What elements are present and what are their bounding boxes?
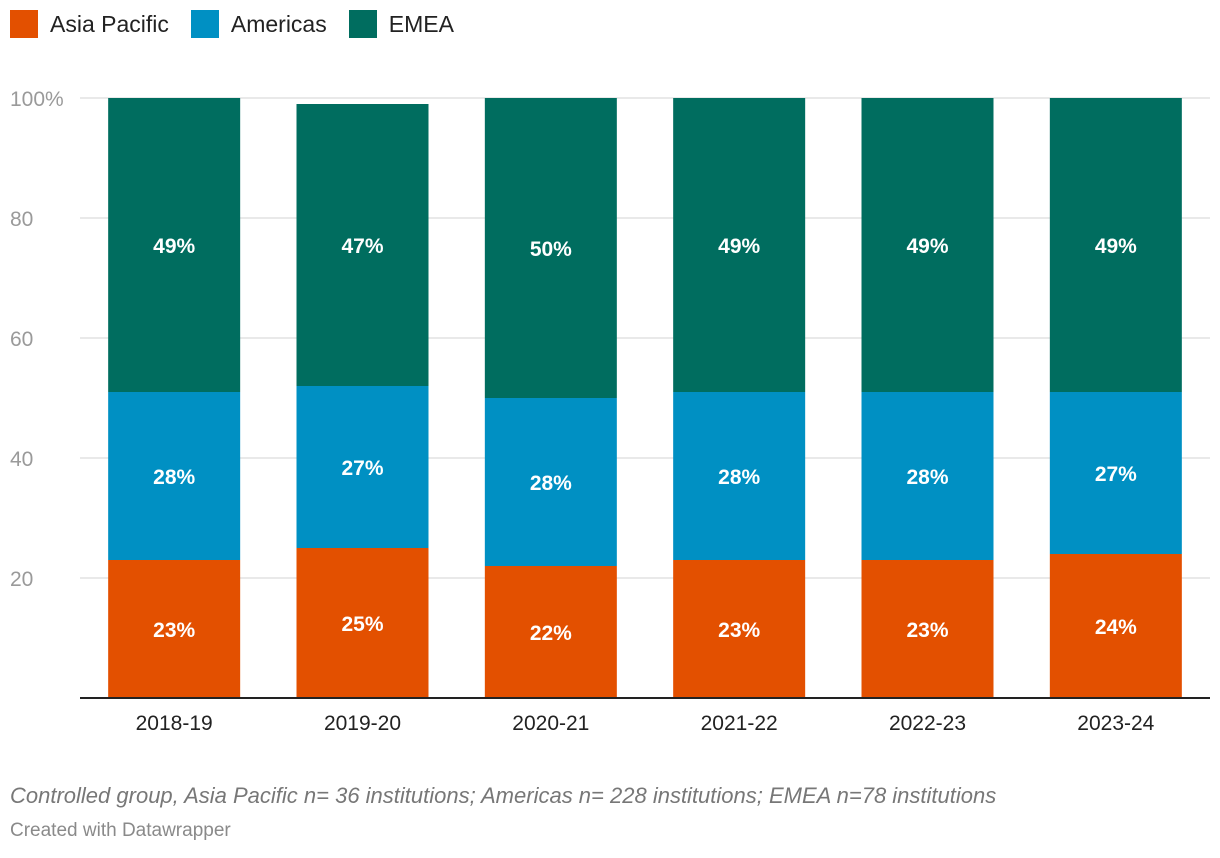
chart-footnote: Controlled group, Asia Pacific n= 36 ins…	[10, 783, 997, 808]
chart-credit: Created with Datawrapper	[10, 820, 231, 841]
x-tick-label: 2020-21	[512, 712, 589, 735]
bar-segment-americas	[108, 392, 241, 560]
data-label: 49%	[1095, 235, 1137, 258]
bar-segment-americas	[484, 398, 617, 566]
data-label: 27%	[341, 457, 383, 480]
legend-label-emea: EMEA	[388, 10, 454, 37]
bar-segment-americas	[673, 392, 806, 560]
y-tick-label: 40	[10, 448, 33, 471]
x-tick-label: 2021-22	[701, 712, 778, 735]
bar-segment-asia-pacific	[673, 560, 806, 698]
data-label: 22%	[530, 622, 572, 645]
bar-segment-asia-pacific	[484, 566, 617, 698]
data-label: 28%	[906, 466, 948, 489]
data-label: 28%	[153, 466, 195, 489]
bar-segment-americas	[861, 392, 994, 560]
data-label: 27%	[1095, 463, 1137, 486]
legend-swatch-americas	[190, 10, 219, 38]
bar-segment-emea	[296, 104, 429, 386]
stacked-bar-chart: 20 40 60 80 100% 23% 28% 49% 2018-19 25% 27% 47% 201…	[10, 88, 1210, 735]
y-tick-label: 100%	[10, 88, 64, 111]
x-tick-label: 2023-24	[1077, 712, 1154, 735]
data-label: 49%	[153, 235, 195, 258]
legend-swatch-emea	[348, 10, 377, 38]
data-label: 28%	[718, 466, 760, 489]
data-label: 50%	[530, 238, 572, 261]
data-label: 24%	[1095, 616, 1137, 639]
bar-segment-americas	[296, 386, 429, 548]
bar-segment-emea	[108, 98, 241, 392]
data-label: 49%	[718, 235, 760, 258]
data-label: 47%	[341, 235, 383, 258]
legend-item-asia-pacific: Asia Pacific	[10, 10, 169, 38]
bar-segment-asia-pacific	[108, 560, 241, 698]
data-label: 49%	[906, 235, 948, 258]
bar-segment-asia-pacific	[1049, 554, 1182, 698]
bar-segment-asia-pacific	[861, 560, 994, 698]
x-tick-label: 2022-23	[889, 712, 966, 735]
data-label: 25%	[341, 613, 383, 636]
x-tick-label: 2018-19	[136, 712, 213, 735]
data-label: 23%	[718, 619, 760, 642]
legend-item-emea: EMEA	[348, 10, 454, 38]
data-label: 23%	[153, 619, 195, 642]
bar-segment-emea	[673, 98, 806, 392]
bar-segment-americas	[1049, 392, 1182, 554]
bar-segment-emea	[1049, 98, 1182, 392]
legend-label-asia-pacific: Asia Pacific	[50, 10, 169, 37]
legend-label-americas: Americas	[230, 10, 327, 37]
y-tick-label: 80	[10, 208, 33, 231]
y-tick-label: 20	[10, 568, 33, 591]
legend: Asia Pacific Americas EMEA	[10, 10, 476, 38]
legend-item-americas: Americas	[190, 10, 327, 38]
y-tick-label: 60	[10, 328, 33, 351]
x-tick-label: 2019-20	[324, 712, 401, 735]
legend-swatch-asia-pacific	[10, 10, 38, 38]
bar-segment-emea	[861, 98, 994, 392]
data-label: 28%	[530, 472, 572, 495]
bar-segment-emea	[484, 98, 617, 398]
data-label: 23%	[906, 619, 948, 642]
bar-segment-asia-pacific	[296, 548, 429, 698]
